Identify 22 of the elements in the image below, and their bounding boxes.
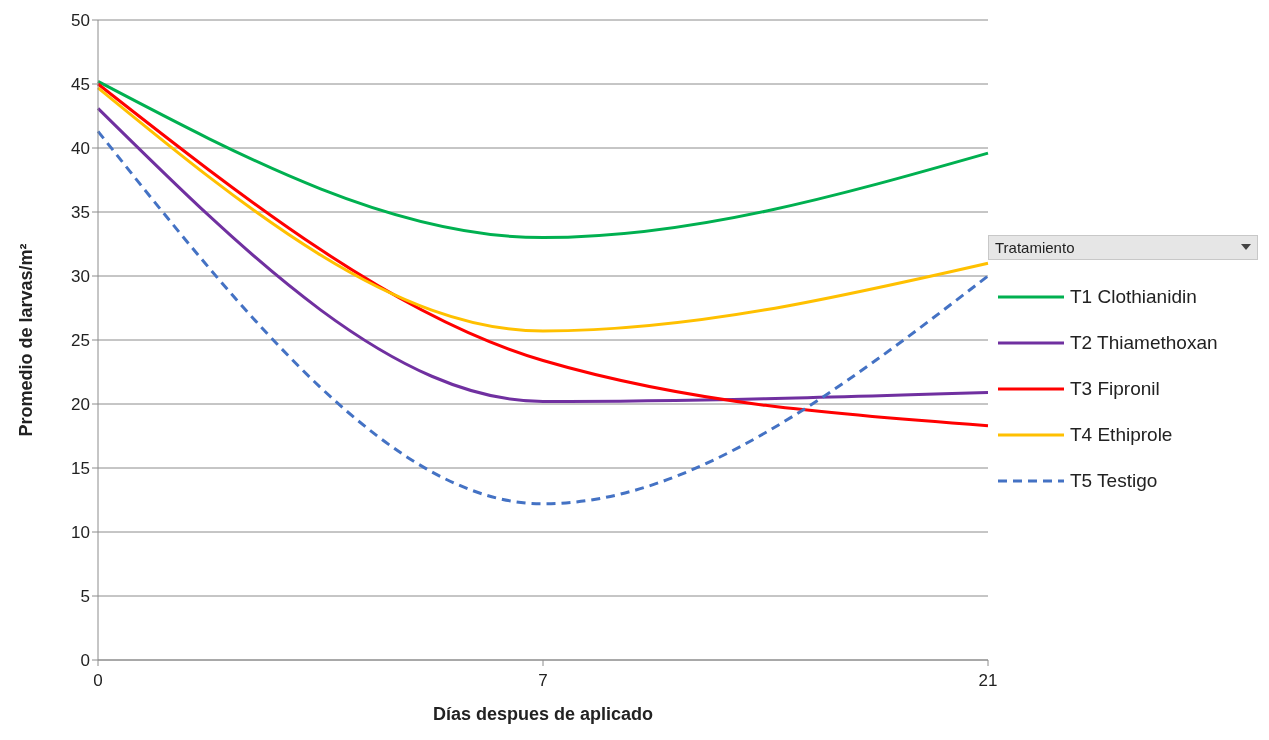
- y-tick-label: 10: [71, 523, 90, 543]
- y-tick-label: 0: [80, 651, 90, 671]
- y-tick-label: 5: [80, 587, 90, 607]
- y-tick-label: 20: [71, 395, 90, 415]
- y-axis-title: Promedio de larvas/m²: [16, 243, 37, 437]
- legend-title: Tratamiento: [995, 238, 1075, 256]
- legend-label: T4 Ethiprole: [1070, 423, 1173, 446]
- y-tick-label: 50: [71, 11, 90, 31]
- y-tick-label: 25: [71, 331, 90, 351]
- legend-label: T3 Fipronil: [1070, 377, 1160, 400]
- x-tick-label: 0: [93, 671, 103, 691]
- y-tick-label: 40: [71, 139, 90, 159]
- x-tick-label: 7: [538, 671, 548, 691]
- legend-label: T1 Clothianidin: [1070, 285, 1197, 308]
- y-tick-label: 15: [71, 459, 90, 479]
- y-tick-label: 35: [71, 203, 90, 223]
- y-tick-label: 45: [71, 75, 90, 95]
- legend-label: T5 Testigo: [1070, 469, 1158, 492]
- x-axis-title: Días despues de aplicado: [432, 704, 654, 724]
- y-tick-label: 30: [71, 267, 90, 287]
- legend-label: T2 Thiamethoxan: [1070, 331, 1218, 354]
- x-tick-label: 21: [978, 671, 998, 691]
